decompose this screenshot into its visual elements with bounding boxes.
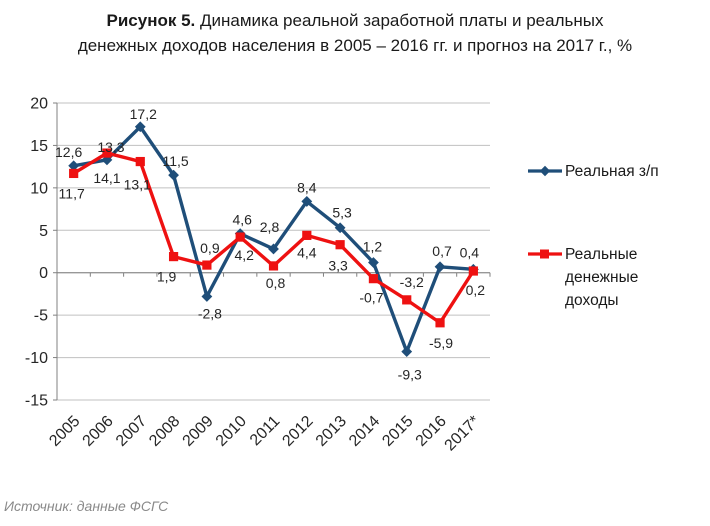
svg-text:13,3: 13,3: [97, 139, 124, 155]
figure-title-text: Динамика реальной заработной платы и реа…: [195, 11, 604, 30]
line-square-marker-icon: [528, 249, 562, 259]
x-tick-labels: 2005200620072008200920102011201220132014…: [46, 413, 483, 455]
svg-text:5,3: 5,3: [332, 205, 352, 221]
svg-text:14,1: 14,1: [93, 170, 120, 186]
svg-text:11,7: 11,7: [59, 185, 85, 201]
svg-text:2014: 2014: [346, 413, 383, 450]
legend-label-real-incomes: Реальные денежные доходы: [565, 246, 639, 309]
svg-text:0,2: 0,2: [466, 282, 486, 298]
svg-text:2006: 2006: [80, 413, 117, 450]
svg-text:-10: -10: [25, 350, 48, 367]
svg-text:2017*: 2017*: [442, 413, 484, 455]
svg-text:0,7: 0,7: [432, 243, 452, 259]
legend-label-real-wages: Реальная з/п: [565, 163, 659, 180]
svg-text:-2,8: -2,8: [198, 305, 222, 321]
svg-text:12,6: 12,6: [55, 144, 82, 160]
svg-text:0,8: 0,8: [266, 275, 286, 291]
svg-text:-15: -15: [25, 393, 48, 410]
svg-text:4,2: 4,2: [234, 247, 254, 263]
figure-number: Рисунок 5.: [106, 11, 196, 30]
svg-text:17,2: 17,2: [130, 106, 157, 122]
svg-text:2010: 2010: [213, 413, 250, 450]
figure-title-line2: денежных доходов населения в 2005 – 2016…: [77, 36, 633, 55]
svg-text:0: 0: [39, 265, 48, 282]
line-diamond-marker-icon: [528, 165, 562, 177]
data-labels-real-wages: 12,6 13,3 17,2 11,5 -2,8 4,6 2,8 8,4 5,3 1,2 -9,3 0…: [55, 106, 479, 383]
svg-text:11,5: 11,5: [162, 153, 188, 169]
svg-text:10: 10: [30, 180, 48, 197]
svg-text:-5,9: -5,9: [429, 335, 453, 351]
svg-text:13,1: 13,1: [124, 177, 151, 193]
axes: [53, 102, 491, 401]
svg-text:1,2: 1,2: [363, 239, 383, 255]
series-real-incomes: [69, 148, 478, 328]
svg-text:4,4: 4,4: [297, 244, 317, 260]
svg-text:20: 20: [30, 96, 48, 113]
y-tick-labels: 20 15 10 5 0 -5 -10 -15: [25, 96, 48, 410]
series-real-wages: [68, 121, 479, 358]
figure-title-line1: Рисунок 5. Динамика реальной заработной …: [30, 8, 680, 33]
svg-text:2015: 2015: [379, 413, 416, 450]
svg-text:-0,7: -0,7: [359, 290, 383, 306]
svg-text:8,4: 8,4: [297, 179, 317, 195]
svg-text:2009: 2009: [180, 413, 217, 450]
legend: Реальная з/п Реальные денежные доходы: [527, 160, 702, 312]
legend-item-real-wages: Реальная з/п: [527, 160, 702, 183]
svg-text:2008: 2008: [146, 413, 183, 450]
data-labels-real-incomes: 11,7 14,1 13,1 1,9 0,9 4,2 0,8 4,4 3,3 -0,7 -3,2 -5…: [59, 170, 486, 351]
svg-text:2012: 2012: [279, 413, 316, 450]
svg-text:2011: 2011: [247, 413, 283, 449]
svg-text:-5: -5: [34, 308, 48, 325]
svg-text:-3,2: -3,2: [400, 274, 424, 290]
svg-text:2,8: 2,8: [260, 219, 280, 235]
svg-text:15: 15: [30, 138, 48, 155]
svg-text:2005: 2005: [46, 413, 83, 450]
svg-text:2007: 2007: [113, 413, 150, 450]
svg-text:-9,3: -9,3: [398, 367, 422, 383]
svg-text:2013: 2013: [313, 413, 350, 450]
svg-text:0,9: 0,9: [200, 240, 220, 256]
svg-text:5: 5: [39, 223, 48, 240]
svg-text:1,9: 1,9: [157, 269, 177, 285]
svg-text:4,6: 4,6: [232, 212, 252, 228]
svg-text:3,3: 3,3: [328, 258, 348, 274]
source-note: Источник: данные ФСГС: [4, 498, 169, 514]
legend-item-real-incomes: Реальные денежные доходы: [527, 243, 702, 312]
figure-title: Рисунок 5. Динамика реальной заработной …: [30, 8, 680, 58]
svg-text:0,4: 0,4: [460, 244, 480, 260]
